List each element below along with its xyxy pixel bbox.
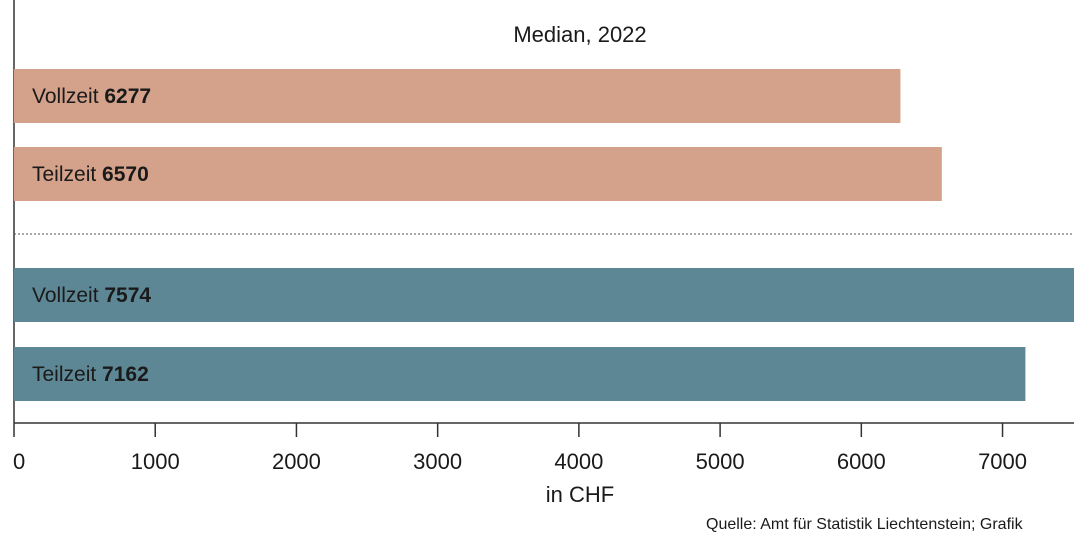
bar-label: Teilzeit 7162 [32, 363, 149, 386]
x-axis: 0 1000 2000 3000 4000 5000 6000 7000 [13, 422, 1074, 474]
x-tick-label: 1000 [131, 449, 180, 474]
bar-label: Teilzeit 6570 [32, 163, 149, 186]
bar-vollzeit-7574 [14, 268, 1074, 322]
bar-label: Vollzeit 6277 [32, 85, 151, 108]
x-tick-label: 0 [13, 449, 25, 474]
bar-teilzeit-7162 [14, 347, 1026, 401]
bar-category: Teilzeit [32, 363, 102, 386]
x-tick-label: 5000 [696, 449, 745, 474]
bar-value: 6277 [104, 85, 151, 108]
bar-teilzeit-6570 [14, 147, 942, 201]
x-tick-label: 7000 [978, 449, 1027, 474]
bar-vollzeit-6277 [14, 69, 901, 123]
x-axis-title: in CHF [546, 482, 614, 507]
bar-value: 7574 [104, 284, 151, 307]
x-tick-label: 2000 [272, 449, 321, 474]
bar-value: 7162 [102, 363, 149, 386]
source-note: Quelle: Amt für Statistik Liechtenstein;… [706, 516, 1024, 533]
x-tick-label: 3000 [413, 449, 462, 474]
chart-subtitle: Median, 2022 [513, 22, 646, 47]
bar-label: Vollzeit 7574 [32, 284, 151, 307]
x-tick-label: 4000 [554, 449, 603, 474]
bar-category: Vollzeit [32, 284, 104, 307]
bar-category: Teilzeit [32, 163, 102, 186]
bar-value: 6570 [102, 163, 149, 186]
bar-category: Vollzeit [32, 85, 104, 108]
bars: Vollzeit 6277 Teilzeit 6570 Vollzeit 7574 T… [14, 69, 1074, 401]
x-tick-label: 6000 [837, 449, 886, 474]
